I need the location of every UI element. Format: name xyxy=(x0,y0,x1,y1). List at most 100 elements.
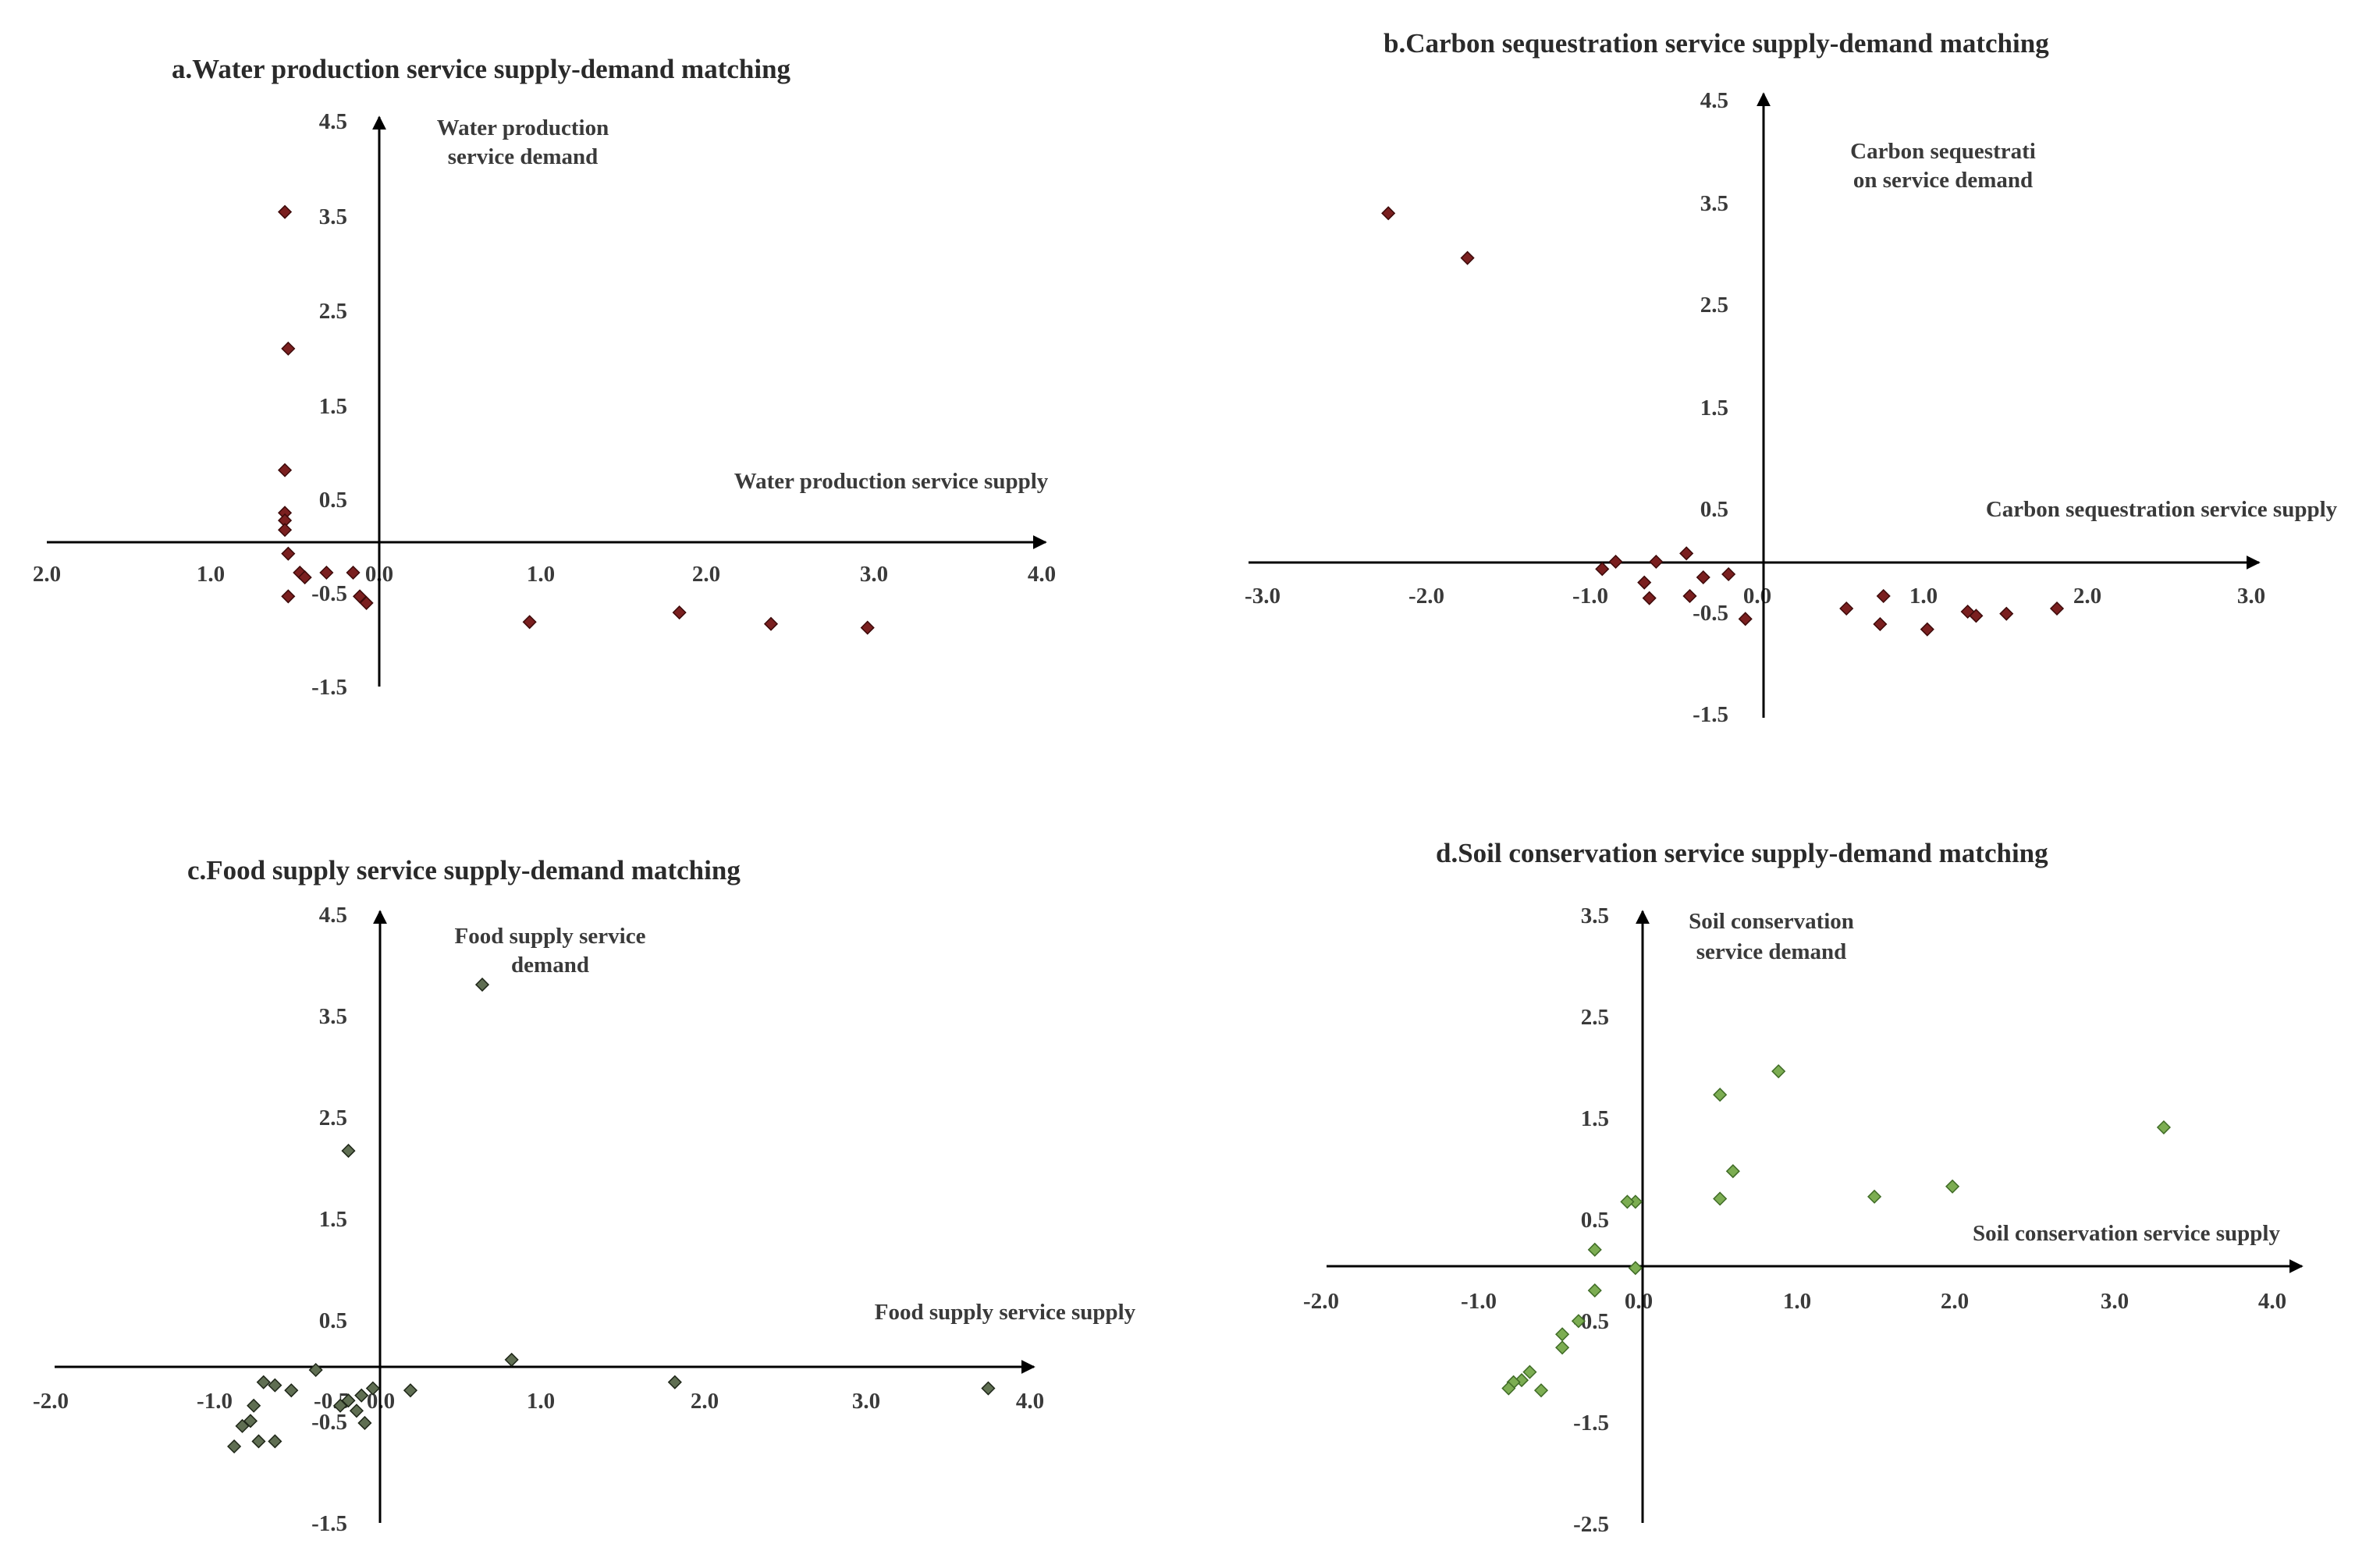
data-point xyxy=(281,589,296,604)
panel-c: c.Food supply service supply-demand matc… xyxy=(33,855,1136,1536)
data-point xyxy=(319,565,334,580)
x-tick-label: 4.0 xyxy=(2258,1289,2286,1314)
data-point xyxy=(1587,1242,1602,1257)
chart-title: b.Carbon sequestration service supply-de… xyxy=(1384,28,2049,59)
data-points xyxy=(227,978,996,1454)
data-point xyxy=(278,523,293,538)
x-tick-label: -2.0 xyxy=(1408,584,1444,609)
data-point xyxy=(1738,612,1753,626)
x-tick-label: 1.0 xyxy=(527,1389,555,1414)
x-axis-label: Soil conservation service supply xyxy=(1973,1221,2280,1246)
data-point xyxy=(1637,575,1652,590)
data-point xyxy=(672,605,687,620)
x-tick-label: 0.0 xyxy=(1625,1289,1653,1314)
data-point xyxy=(359,595,374,610)
data-point xyxy=(1920,622,1934,637)
tick-labels: 2.0 1.0 0.0 1.0 2.0 3.0 4.04.53.52.51.50.5-0.5… xyxy=(33,109,1056,700)
data-point xyxy=(235,1418,250,1433)
y-tick-label: -1.5 xyxy=(311,1511,347,1536)
y-tick-label: -1.5 xyxy=(1693,702,1728,727)
x-tick-label: 3.0 xyxy=(2237,584,2265,609)
data-point xyxy=(2156,1120,2171,1135)
data-point xyxy=(667,1375,682,1389)
y-tick-label: -1.5 xyxy=(311,675,347,700)
x-tick-label: 4.0 xyxy=(1028,562,1056,587)
data-point xyxy=(341,1144,356,1159)
tick-labels: -2.0 -1.0 0.0 1.0 2.0 3.0 4.03.52.51.50.5-0.5-… xyxy=(1303,903,2286,1537)
data-point xyxy=(1608,554,1623,570)
data-point xyxy=(332,1398,348,1413)
x-tick-label: -2.0 xyxy=(33,1389,69,1414)
data-point xyxy=(1771,1064,1786,1079)
data-point xyxy=(1628,1261,1643,1276)
y-tick-label: 1.5 xyxy=(1581,1106,1609,1131)
y-tick-label: 4.5 xyxy=(319,903,347,928)
y-tick-label: 4.5 xyxy=(1700,88,1728,113)
y-tick-label: 3.5 xyxy=(319,204,347,229)
data-point xyxy=(1713,1088,1728,1102)
data-point xyxy=(281,546,296,561)
y-tick-label: 2.5 xyxy=(319,299,347,324)
y-tick-label: 1.5 xyxy=(319,1207,347,1232)
axes xyxy=(47,115,1047,687)
data-point xyxy=(1460,250,1475,265)
x-tick-label: -1.0 xyxy=(1572,584,1608,609)
data-point xyxy=(1555,1340,1570,1355)
data-points xyxy=(1501,1064,2171,1398)
data-point xyxy=(346,565,361,580)
x-tick-label: -2.0 xyxy=(1303,1289,1339,1314)
x-tick-label: -1.0 xyxy=(197,1389,233,1414)
data-point xyxy=(281,341,296,356)
data-point xyxy=(278,204,293,219)
data-point xyxy=(1999,606,2014,621)
x-tick-label: -3.0 xyxy=(1245,584,1281,609)
x-tick-label: 2.0 xyxy=(1941,1289,1969,1314)
data-point xyxy=(1873,616,1888,632)
data-point xyxy=(1725,1164,1740,1179)
data-point xyxy=(278,463,293,477)
y-tick-label: 3.5 xyxy=(1581,903,1609,928)
data-point xyxy=(1522,1365,1537,1379)
y-tick-label: 4.5 xyxy=(319,109,347,134)
y-tick-label: 0.5 xyxy=(1581,1208,1609,1233)
data-point xyxy=(522,615,537,630)
y-tick-label: 3.5 xyxy=(319,1004,347,1029)
data-points xyxy=(278,204,875,635)
data-point xyxy=(1969,609,1984,623)
data-point xyxy=(1721,566,1736,582)
axes xyxy=(1327,910,2304,1523)
axes xyxy=(55,910,1035,1523)
panel-d: d.Soil conservation service supply-deman… xyxy=(1303,838,2304,1537)
y-tick-label: 2.5 xyxy=(1700,293,1728,318)
data-point xyxy=(365,1381,380,1396)
data-point xyxy=(1876,588,1891,604)
data-point xyxy=(1595,562,1610,577)
x-tick-label: -1.0 xyxy=(1461,1289,1497,1314)
x-tick-label: 3.0 xyxy=(860,562,888,587)
chart-title: c.Food supply service supply-demand matc… xyxy=(187,855,741,885)
data-point xyxy=(1696,570,1710,585)
y-axis-label-line-2: demand xyxy=(511,953,589,978)
data-point xyxy=(1839,601,1854,616)
y-tick-label: -2.5 xyxy=(1573,1512,1609,1537)
y-tick-label: 3.5 xyxy=(1700,191,1728,216)
y-tick-label: -1.5 xyxy=(1573,1411,1609,1436)
y-tick-label: -0.5 xyxy=(311,1410,347,1435)
x-tick-label: 2.0 xyxy=(2073,584,2101,609)
chart-title: d.Soil conservation service supply-deman… xyxy=(1436,838,2048,868)
chart-title: a.Water production service supply-demand… xyxy=(172,54,791,84)
data-points xyxy=(1381,206,2065,637)
data-point xyxy=(504,1352,519,1367)
data-point xyxy=(1682,588,1697,604)
y-axis-label-line-1: Food supply service xyxy=(455,924,646,949)
data-point xyxy=(1642,591,1657,605)
x-tick-label: 2.0 xyxy=(33,562,61,587)
x-tick-label: 1.0 xyxy=(1783,1289,1811,1314)
data-point xyxy=(1620,1194,1635,1209)
y-tick-label: 2.5 xyxy=(1581,1005,1609,1030)
data-point xyxy=(1867,1189,1882,1204)
data-point xyxy=(349,1404,364,1418)
data-point xyxy=(403,1383,418,1398)
y-axis-label-line-2: on service demand xyxy=(1853,168,2033,193)
